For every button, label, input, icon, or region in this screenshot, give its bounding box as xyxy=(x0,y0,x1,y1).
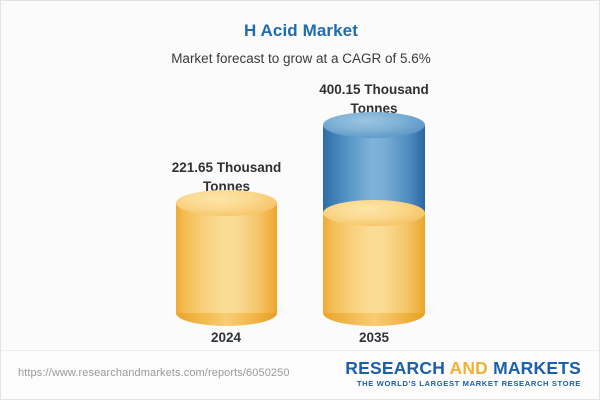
cylinder-body xyxy=(323,125,425,213)
brand-logo-wordmark: RESEARCH AND MARKETS xyxy=(345,358,581,378)
brand-logo-word-and: AND xyxy=(449,358,488,378)
brand-logo-word-markets: MARKETS xyxy=(493,358,581,378)
category-label-2035: 2035 xyxy=(358,330,390,345)
plot-area: 221.65 Thousand Tonnes 400.15 Thousand T… xyxy=(1,71,599,351)
cylinder-cap xyxy=(176,190,277,216)
footer: https://www.researchandmarkets.com/repor… xyxy=(1,350,599,399)
cylinder-cap xyxy=(323,112,425,138)
chart-title: H Acid Market xyxy=(243,21,359,40)
brand-logo-tagline: THE WORLD'S LARGEST MARKET RESEARCH STOR… xyxy=(356,379,581,388)
chart-subtitle: Market forecast to grow at a CAGR of 5.6… xyxy=(171,51,431,66)
cylinder-body xyxy=(176,203,277,313)
bar-data-label-2035-line1: 400.15 Thousand xyxy=(319,82,429,97)
cylinder-2035 xyxy=(323,112,436,326)
cylinder-cap xyxy=(323,200,425,226)
brand-logo[interactable]: RESEARCH AND MARKETS THE WORLD'S LARGEST… xyxy=(345,358,581,389)
category-label-2024: 2024 xyxy=(210,330,242,345)
bar-segment-base-2024 xyxy=(176,190,277,326)
cylinder-2024 xyxy=(176,190,288,326)
footer-source-url[interactable]: https://www.researchandmarkets.com/repor… xyxy=(18,367,290,379)
bar-data-label-2024-line1: 221.65 Thousand xyxy=(171,160,282,175)
bar-segment-growth-2035 xyxy=(323,112,425,213)
brand-logo-word-research: RESEARCH xyxy=(345,358,446,378)
bar-segment-base-2035 xyxy=(323,200,425,326)
cylinder-body xyxy=(323,213,425,313)
